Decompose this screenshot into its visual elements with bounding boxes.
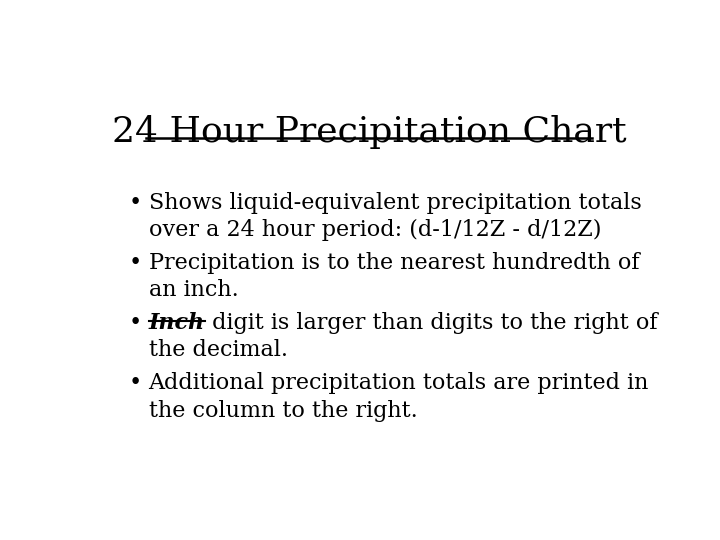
Text: the column to the right.: the column to the right. <box>148 400 418 422</box>
Text: •: • <box>129 373 143 395</box>
Text: digit is larger than digits to the right of: digit is larger than digits to the right… <box>204 312 657 334</box>
Text: Inch: Inch <box>148 312 204 334</box>
Text: Precipitation is to the nearest hundredth of: Precipitation is to the nearest hundredt… <box>148 252 639 274</box>
Text: •: • <box>129 252 143 274</box>
Text: an inch.: an inch. <box>148 279 238 301</box>
Text: Additional precipitation totals are printed in: Additional precipitation totals are prin… <box>148 373 649 395</box>
Text: the decimal.: the decimal. <box>148 339 287 361</box>
Text: 24 Hour Precipitation Chart: 24 Hour Precipitation Chart <box>112 114 626 148</box>
Text: over a 24 hour period: (d-1/12Z - d/12Z): over a 24 hour period: (d-1/12Z - d/12Z) <box>148 219 601 241</box>
Text: •: • <box>129 312 143 334</box>
Text: Shows liquid-equivalent precipitation totals: Shows liquid-equivalent precipitation to… <box>148 192 642 214</box>
Text: •: • <box>129 192 143 214</box>
